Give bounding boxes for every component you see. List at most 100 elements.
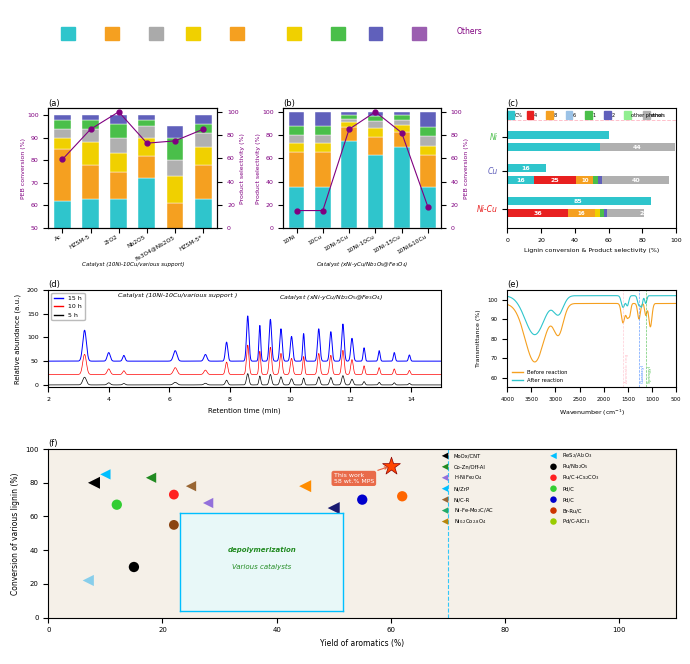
Bar <box>54 137 71 149</box>
Point <box>548 461 559 472</box>
5 h <box>244 370 252 378</box>
Text: MoOx/CNT: MoOx/CNT <box>453 454 481 458</box>
Text: other phenols: other phenols <box>631 113 665 118</box>
Before reaction <box>533 356 542 364</box>
Bar <box>315 153 331 187</box>
Y-axis label: Relative abundance (a.u.): Relative abundance (a.u.) <box>14 293 21 384</box>
Bar <box>195 133 212 147</box>
Text: Others: Others <box>457 27 482 37</box>
Legend: 15 h, 10 h, 5 h: 15 h, 10 h, 5 h <box>52 293 85 320</box>
Bar <box>413 27 426 40</box>
Text: Catalyst (xNi-yCu/Nb$_2$O$_5$@Fe$_3$O$_4$): Catalyst (xNi-yCu/Nb$_2$O$_5$@Fe$_3$O$_4… <box>279 293 384 301</box>
Text: This work
58 wt.% MPS: This work 58 wt.% MPS <box>334 467 387 484</box>
Bar <box>195 115 212 124</box>
15 h <box>68 357 76 365</box>
Bar <box>139 137 155 156</box>
Text: 16: 16 <box>578 210 585 216</box>
Bar <box>394 112 410 116</box>
Bar <box>288 112 304 125</box>
Text: (a): (a) <box>48 98 60 108</box>
Point <box>128 562 139 572</box>
Text: 10: 10 <box>581 178 589 183</box>
Bar <box>593 176 598 184</box>
After reaction <box>531 331 539 339</box>
Bar <box>195 147 212 165</box>
Bar <box>568 209 595 217</box>
Point <box>548 505 559 516</box>
Bar <box>315 125 331 135</box>
Bar <box>105 27 119 40</box>
Text: Ru/Nb$_2$O$_5$: Ru/Nb$_2$O$_5$ <box>562 462 589 471</box>
Bar <box>166 305 184 341</box>
Text: 22: 22 <box>640 210 649 216</box>
10 h <box>68 371 76 378</box>
Bar <box>394 147 410 228</box>
Point <box>440 461 451 472</box>
Point <box>88 477 99 488</box>
Bar <box>166 176 184 203</box>
Point <box>328 503 339 513</box>
Bar <box>420 112 436 127</box>
Text: (d): (d) <box>48 280 60 289</box>
5 h <box>121 380 130 388</box>
Line: 15 h: 15 h <box>48 316 441 361</box>
Bar <box>507 164 546 172</box>
Bar <box>342 119 357 122</box>
Text: 6: 6 <box>573 113 576 118</box>
15 h <box>121 355 130 363</box>
Point <box>197 565 208 576</box>
Bar <box>507 197 651 205</box>
Text: Catalyst (10Ni-10Cu/various support ): Catalyst (10Ni-10Cu/various support ) <box>118 293 237 297</box>
Text: Pd/C: Pd/C <box>562 497 574 502</box>
Text: 1: 1 <box>593 113 595 118</box>
15 h <box>244 312 252 320</box>
Bar <box>166 160 184 176</box>
Text: Pd/C-AlCl$_3$: Pd/C-AlCl$_3$ <box>562 517 590 526</box>
Bar <box>420 145 436 155</box>
Text: H-NiFe$_2$O$_4$: H-NiFe$_2$O$_4$ <box>453 473 482 482</box>
Text: Br-Ru/C: Br-Ru/C <box>562 508 582 513</box>
Point <box>168 489 179 500</box>
Bar <box>643 111 650 119</box>
Bar <box>315 187 331 228</box>
Legend: Before reaction, After reaction: Before reaction, After reaction <box>510 368 569 384</box>
Bar <box>82 142 99 165</box>
After reaction <box>607 291 615 299</box>
Text: (c): (c) <box>507 98 518 108</box>
Text: 16: 16 <box>516 178 525 183</box>
Point <box>440 472 451 483</box>
Bar <box>110 115 127 124</box>
Bar <box>368 155 383 228</box>
Bar <box>166 126 184 137</box>
Text: Catalyst (10Ni-10Cu/various support): Catalyst (10Ni-10Cu/various support) <box>81 262 184 268</box>
Bar <box>420 127 436 136</box>
Point <box>146 472 157 483</box>
Bar <box>585 111 592 119</box>
Bar <box>82 165 99 199</box>
Bar <box>534 176 576 184</box>
Bar <box>368 137 383 155</box>
Bar <box>394 131 410 147</box>
Y-axis label: Product selectivity (%): Product selectivity (%) <box>240 133 245 204</box>
Bar <box>139 120 155 126</box>
Bar <box>507 143 600 151</box>
Text: (e): (e) <box>507 280 519 289</box>
Bar <box>604 209 607 217</box>
Text: 8: 8 <box>553 113 557 118</box>
X-axis label: Lignin conversion & Product selectivity (%): Lignin conversion & Product selectivity … <box>524 248 660 253</box>
After reaction <box>533 329 542 337</box>
Before reaction <box>571 299 579 307</box>
Before reaction <box>672 299 680 307</box>
10 h <box>416 371 424 378</box>
Bar <box>315 112 331 125</box>
Text: ReS$_2$/Al$_2$O$_3$: ReS$_2$/Al$_2$O$_3$ <box>562 452 593 460</box>
Before reaction <box>607 299 615 307</box>
Bar <box>166 203 184 305</box>
Bar <box>342 141 357 228</box>
Bar <box>139 156 155 179</box>
Text: Syringyl: Syringyl <box>648 365 652 383</box>
Bar <box>149 27 163 40</box>
Point <box>548 483 559 494</box>
Bar <box>342 116 357 119</box>
Line: 5 h: 5 h <box>48 374 441 385</box>
